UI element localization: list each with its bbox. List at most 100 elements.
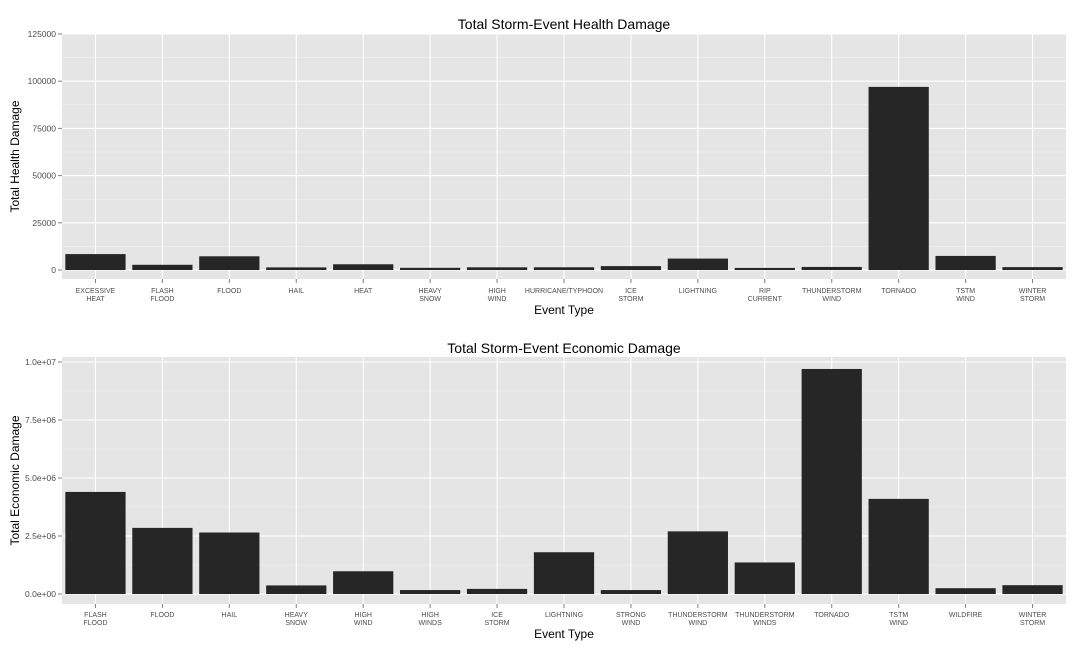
y-tick-label: 7.5e+06 — [25, 415, 56, 425]
bar — [533, 267, 595, 270]
bar — [600, 266, 662, 270]
x-tick-label: ICE STORM — [618, 288, 643, 303]
x-tick-label-line: TSTM — [889, 612, 908, 619]
x-tick-label-line: LIGHTNING — [545, 612, 583, 619]
x-tick-label-line: HAIL — [288, 288, 304, 295]
x-tick-label-line: WIND — [889, 620, 908, 627]
x-tick-label: FLOOD — [217, 288, 241, 295]
chart-title: Total Storm-Event Economic Damage — [447, 340, 681, 356]
x-tick-label-line: THUNDERSTORM — [668, 612, 728, 619]
x-tick-label-line: FLOOD — [217, 288, 241, 295]
x-tick-label: HIGH WIND — [488, 288, 507, 303]
bar — [400, 267, 461, 270]
x-tick-label-line: HIGH — [354, 612, 372, 619]
x-tick-label-line: WILDFIRE — [949, 612, 983, 619]
x-tick-label: WILDFIRE — [949, 612, 983, 619]
x-tick-label-line: FLOOD — [150, 612, 174, 619]
x-tick-label-line: THUNDERSTORM — [735, 612, 795, 619]
y-tick-label: 1.0e+07 — [25, 357, 56, 367]
x-tick-label-line: SNOW — [419, 296, 441, 303]
y-axis-title: Total Health Damage — [8, 100, 22, 212]
x-tick-label: WINTER STORM — [1019, 612, 1047, 627]
x-tick-label-line: HURRICANE/TYPHOON — [525, 288, 603, 295]
x-tick-label: RIP CURRENT — [748, 288, 783, 303]
x-tick-label-line: STORM — [618, 296, 643, 303]
y-tick-label: 5.0e+06 — [25, 473, 56, 483]
x-tick-label-line: ICE — [625, 288, 637, 295]
bar — [667, 258, 728, 270]
y-tick-label: 125000 — [28, 29, 57, 39]
x-tick-label: TSTM WIND — [889, 612, 908, 627]
bar — [1002, 585, 1063, 594]
x-tick-label: HAIL — [222, 612, 238, 619]
bar — [1002, 267, 1063, 270]
y-tick-label: 25000 — [32, 218, 56, 228]
bar — [466, 588, 528, 594]
x-tick-label-line: HEAT — [86, 296, 105, 303]
x-tick-label: FLASH FLOOD — [83, 612, 107, 627]
x-tick-label: TORNADO — [881, 288, 916, 295]
x-tick-label-line: WIND — [488, 296, 507, 303]
x-tick-label: FLASH FLOOD — [150, 288, 174, 303]
x-tick-label-line: FLASH — [84, 612, 107, 619]
x-tick-label-line: WIND — [956, 296, 975, 303]
bar — [801, 368, 862, 594]
x-tick-label-line: HEAVY — [419, 288, 443, 295]
x-tick-label: HEAVY SNOW — [285, 612, 309, 627]
y-tick-label: 100000 — [28, 76, 57, 86]
x-tick-label: THUNDERSTORM WINDS — [735, 612, 795, 627]
bar — [266, 267, 327, 270]
x-tick-label: HURRICANE/TYPHOON — [525, 288, 603, 295]
bar — [199, 532, 260, 594]
bar — [199, 256, 260, 270]
bar — [333, 571, 394, 594]
x-axis-title: Event Type — [534, 303, 594, 317]
x-tick-label-line: WIND — [822, 296, 841, 303]
x-tick-label-line: TORNADO — [814, 612, 849, 619]
x-tick-label: ICE STORM — [484, 612, 509, 627]
x-tick-label: THUNDERSTORM WIND — [802, 288, 862, 303]
bar — [734, 562, 795, 594]
x-tick-label: LIGHTNING — [545, 612, 583, 619]
x-tick-label: HEAVY SNOW — [419, 288, 443, 303]
bar — [132, 264, 193, 270]
x-tick-label-line: CURRENT — [748, 296, 783, 303]
x-tick-label-line: WIND — [622, 620, 641, 627]
bar — [132, 527, 193, 594]
x-tick-label: TSTM WIND — [956, 288, 975, 303]
x-tick-label-line: LIGHTNING — [679, 288, 717, 295]
x-tick-label-line: STRONG — [616, 612, 646, 619]
x-tick-label-line: FLASH — [151, 288, 174, 295]
x-tick-label-line: WINTER — [1019, 612, 1047, 619]
x-tick-label-line: SNOW — [285, 620, 307, 627]
bar — [935, 255, 996, 270]
x-tick-label: THUNDERSTORM WIND — [668, 612, 728, 627]
x-tick-label: HIGH WIND — [354, 612, 373, 627]
chart-title: Total Storm-Event Health Damage — [458, 16, 671, 32]
y-tick-label: 0.0e+00 — [25, 589, 56, 599]
bar — [868, 86, 929, 270]
bar — [801, 266, 862, 270]
x-tick-label-line: WIND — [689, 620, 708, 627]
x-tick-label-line: TORNADO — [881, 288, 916, 295]
x-tick-label-line: WIND — [354, 620, 373, 627]
x-tick-label-line: WINDS — [418, 620, 442, 627]
y-tick-label: 75000 — [32, 123, 56, 133]
x-tick-label-line: ICE — [491, 612, 503, 619]
x-tick-label-line: TSTM — [956, 288, 975, 295]
bar — [667, 531, 728, 594]
x-tick-label: LIGHTNING — [679, 288, 717, 295]
bar — [333, 264, 394, 270]
bar — [466, 267, 528, 270]
bar — [734, 267, 795, 270]
x-tick-label: HAIL — [288, 288, 304, 295]
bar — [65, 254, 126, 270]
x-tick-label-line: HEAVY — [285, 612, 309, 619]
bar — [266, 585, 327, 594]
y-axis-title: Total Economic Damage — [8, 415, 22, 545]
x-tick-label: WINTER STORM — [1019, 288, 1047, 303]
y-tick-label: 50000 — [32, 171, 56, 181]
x-tick-label-line: STORM — [1020, 620, 1045, 627]
